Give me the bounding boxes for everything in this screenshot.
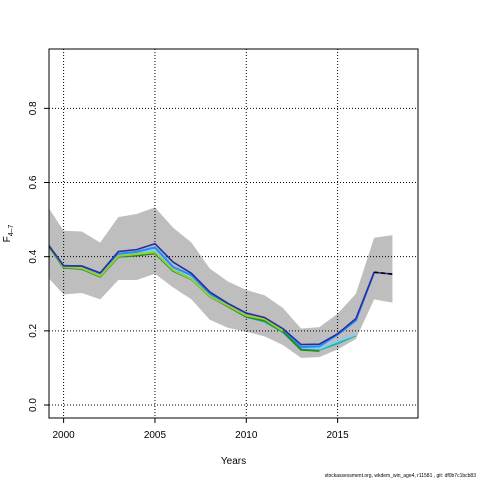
plot-frame	[48, 48, 419, 419]
y-tick-label: 0.2	[28, 323, 39, 337]
x-tick-label: 2000	[52, 430, 75, 441]
x-tick-label: 2015	[326, 430, 349, 441]
x-axis: 2000 2005 2010 2015	[52, 418, 349, 441]
x-tick-label: 2005	[144, 430, 167, 441]
x-tick-label: 2010	[235, 430, 258, 441]
y-tick-label: 0.8	[28, 101, 39, 115]
series-line-6	[49, 242, 393, 346]
footnote: stockassessment.org, wkdem_win_age4, r11…	[324, 473, 476, 479]
y-tick-label: 0.0	[28, 398, 39, 412]
y-tick-label: 0.6	[28, 175, 39, 189]
confidence-band	[49, 207, 393, 358]
projection-line	[374, 271, 393, 275]
band-layer	[49, 207, 393, 358]
y-axis-title-subscript: 4–7	[8, 225, 15, 237]
series-line-5	[49, 243, 284, 332]
series-layer	[49, 242, 393, 352]
y-axis-title: F4–7	[2, 225, 15, 243]
y-axis: 0.0 0.2 0.4 0.6 0.8	[28, 101, 49, 412]
y-tick-label: 0.4	[28, 249, 39, 263]
y-axis-title-main: F	[2, 236, 13, 242]
x-axis-title: Years	[221, 456, 246, 467]
